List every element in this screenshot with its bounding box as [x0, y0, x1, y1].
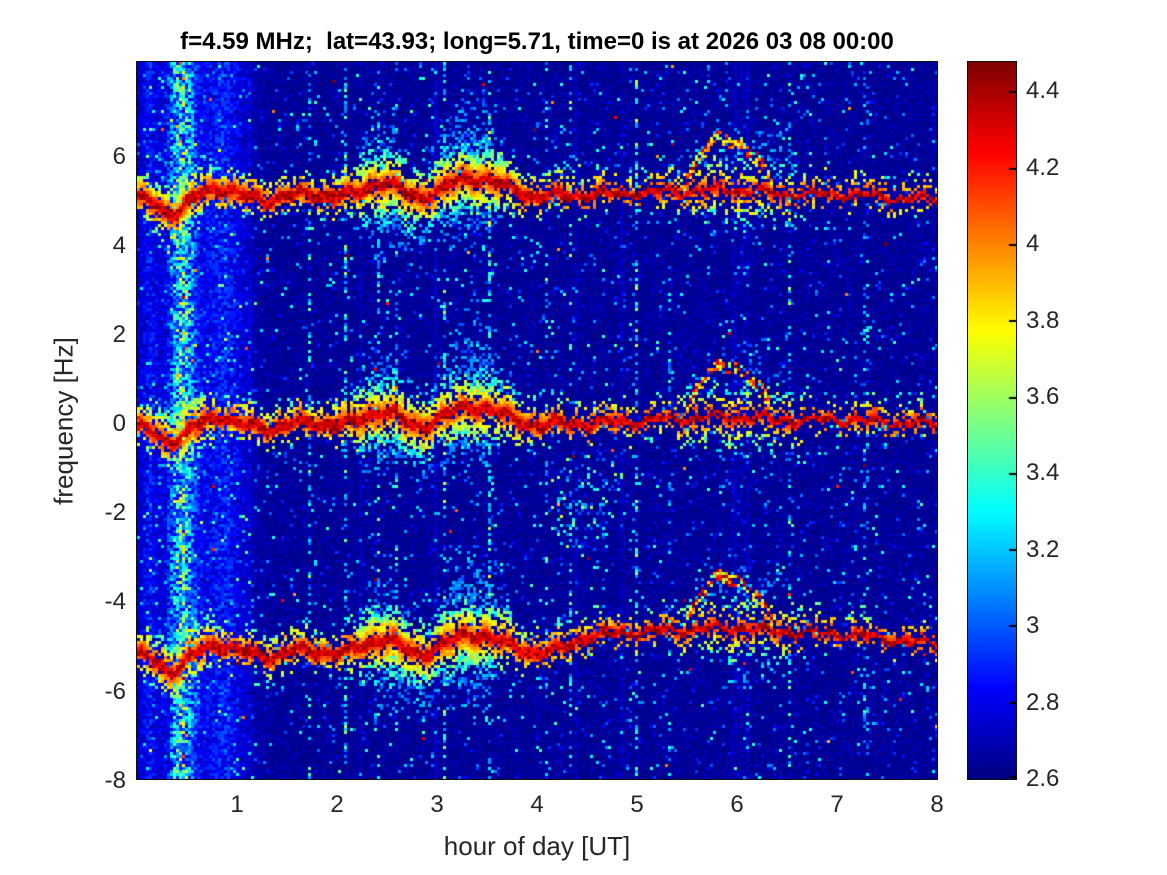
colorbar-tick-label: 3	[1026, 612, 1040, 640]
x-tick-label: 7	[830, 791, 844, 818]
y-tick-label: -4	[104, 588, 126, 616]
colorbar	[967, 61, 1017, 780]
spectrogram-plot	[136, 61, 938, 780]
colorbar-tick-label: 4	[1026, 230, 1040, 258]
y-tick-label: -8	[104, 766, 126, 794]
x-tick-label: 1	[230, 791, 244, 818]
y-tick-label: 2	[112, 320, 126, 348]
y-tick-label: 6	[112, 142, 126, 170]
chart-title: f=4.59 MHz; lat=43.93; long=5.71, time=0…	[180, 28, 894, 55]
y-tick-label: 4	[112, 231, 126, 259]
colorbar-tick-label: 2.8	[1026, 688, 1060, 716]
x-tick-label: 8	[930, 791, 944, 818]
colorbar-tick-label: 3.4	[1026, 459, 1060, 487]
y-tick-label: -2	[104, 499, 126, 527]
x-tick-label: 4	[530, 791, 544, 818]
colorbar-tick-label: 4.4	[1026, 77, 1060, 105]
x-tick-label: 6	[730, 791, 744, 818]
colorbar-tick-label: 3.8	[1026, 306, 1060, 334]
y-tick-label: 0	[112, 410, 126, 438]
x-axis-label: hour of day [UT]	[443, 831, 631, 861]
x-tick-label: 5	[630, 791, 644, 818]
colorbar-tick-label: 2.6	[1026, 765, 1060, 792]
x-tick-label: 3	[430, 791, 444, 818]
y-tick-label: -6	[104, 677, 126, 705]
colorbar-tick-label: 3.6	[1026, 383, 1060, 410]
colorbar-tick-label: 3.2	[1026, 535, 1060, 563]
x-tick-label: 2	[330, 791, 344, 818]
colorbar-tick-label: 4.2	[1026, 153, 1060, 181]
